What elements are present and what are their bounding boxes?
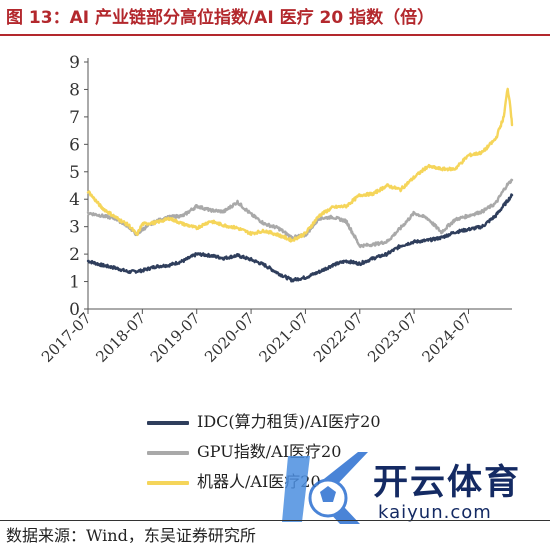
y-tick-label: 4 bbox=[69, 190, 80, 210]
x-tick-label: 2021-07 bbox=[255, 309, 312, 366]
y-tick-label: 0 bbox=[69, 300, 80, 320]
footer-divider bbox=[0, 520, 550, 521]
y-tick-label: 2 bbox=[69, 245, 80, 265]
source-note: 数据来源：Wind，东吴证券研究所 bbox=[6, 526, 256, 545]
x-tick-label: 2023-07 bbox=[364, 309, 421, 366]
y-axis: 0 1 2 3 4 5 6 7 8 9 bbox=[69, 53, 89, 320]
legend-swatch-idc bbox=[147, 421, 189, 425]
x-tick-label: 2018-07 bbox=[92, 309, 149, 366]
x-tick-label: 2020-07 bbox=[201, 309, 258, 366]
watermark-text: 开云体育 bbox=[373, 463, 522, 503]
y-tick-label: 9 bbox=[69, 53, 80, 73]
legend-swatch-gpu bbox=[147, 451, 189, 455]
series-line-0 bbox=[86, 193, 514, 283]
x-tick-label: 2024-07 bbox=[419, 309, 476, 366]
y-tick-label: 3 bbox=[69, 218, 80, 238]
watermark-domain: kaiyun.com bbox=[378, 502, 492, 523]
series-layer bbox=[86, 87, 514, 283]
x-tick-label: 2019-07 bbox=[147, 309, 204, 366]
figure-title: 图 13：AI 产业链部分高位指数/AI 医疗 20 指数（倍） bbox=[6, 8, 435, 28]
y-tick-label: 6 bbox=[69, 135, 80, 155]
y-tick-label: 7 bbox=[69, 108, 80, 128]
x-tick-label: 2022-07 bbox=[310, 309, 367, 366]
x-tick-label: 2017-07 bbox=[38, 309, 95, 366]
watermark: 开云体育 kaiyun.com bbox=[280, 446, 545, 532]
y-tick-label: 5 bbox=[69, 163, 80, 183]
legend-swatch-robot bbox=[147, 481, 189, 485]
x-axis: 2017-072018-072019-072020-072021-072022-… bbox=[38, 308, 512, 366]
y-tick-label: 8 bbox=[69, 80, 80, 100]
series-line-2 bbox=[86, 87, 514, 243]
watermark-logo-icon bbox=[282, 452, 368, 524]
title-divider bbox=[0, 34, 550, 36]
legend-label-idc: IDC(算力租赁)/AI医疗20 bbox=[197, 412, 381, 431]
y-tick-label: 1 bbox=[69, 273, 80, 293]
